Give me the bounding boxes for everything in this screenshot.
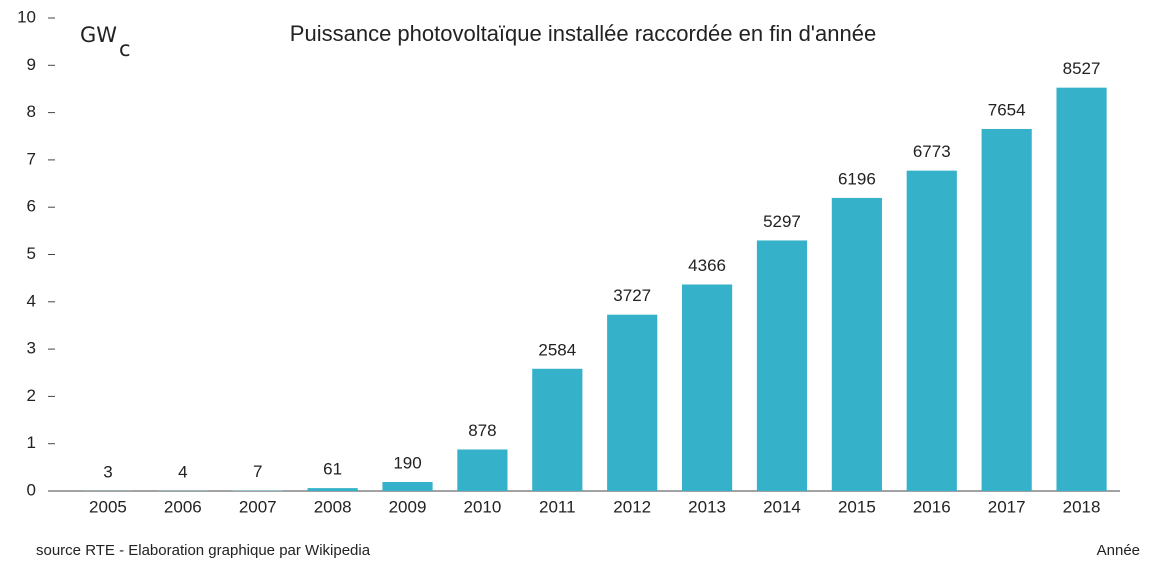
y-tick-label: 0 — [27, 480, 36, 499]
value-label: 2584 — [538, 340, 576, 359]
x-tick-label: 2012 — [613, 497, 651, 516]
y-tick-label: 5 — [27, 244, 36, 263]
value-label: 4366 — [688, 256, 726, 275]
source-note: source RTE - Elaboration graphique par W… — [36, 542, 371, 559]
bar — [981, 128, 1032, 491]
bar — [532, 368, 583, 491]
x-tick-label: 2011 — [539, 497, 576, 516]
x-axis-label: Année — [1097, 542, 1140, 559]
bar — [1056, 87, 1107, 491]
x-tick-label: 2010 — [463, 497, 501, 516]
value-label: 6196 — [838, 169, 876, 188]
y-tick-label: 8 — [27, 102, 36, 121]
y-tick-label: 1 — [27, 433, 36, 452]
x-tick-label: 2017 — [988, 497, 1026, 516]
x-tick-label: 2015 — [838, 497, 876, 516]
value-label: 8527 — [1063, 59, 1101, 78]
x-tick-label: 2007 — [239, 497, 277, 516]
value-label: 3 — [103, 462, 112, 481]
value-label: 61 — [323, 460, 342, 479]
x-tick-label: 2013 — [688, 497, 726, 516]
y-tick-label: 3 — [27, 339, 36, 358]
value-label: 3727 — [613, 286, 651, 305]
y-tick-label: 7 — [27, 149, 36, 168]
x-tick-label: 2014 — [763, 497, 801, 516]
y-tick-label: 9 — [27, 55, 36, 74]
x-tick-label: 2006 — [164, 497, 202, 516]
bar — [457, 449, 508, 491]
value-label: 5297 — [763, 212, 801, 231]
y-tick-label: 6 — [27, 197, 36, 216]
y-axis-label-subscript: c — [119, 37, 131, 61]
bar — [307, 488, 358, 491]
bar — [906, 170, 957, 492]
value-label: 878 — [468, 421, 496, 440]
value-label: 6773 — [913, 142, 951, 161]
bar — [682, 284, 733, 491]
chart-title: Puissance photovoltaïque installée racco… — [290, 21, 876, 46]
x-tick-label: 2018 — [1063, 497, 1101, 516]
x-tick-label: 2009 — [389, 497, 427, 516]
x-tick-label: 2008 — [314, 497, 352, 516]
y-tick-label: 4 — [27, 291, 36, 310]
value-label: 190 — [393, 453, 421, 472]
bar — [607, 314, 658, 491]
bar — [756, 240, 808, 491]
x-tick-label: 2016 — [913, 497, 951, 516]
x-tick-label: 2005 — [89, 497, 127, 516]
value-label: 7654 — [988, 100, 1026, 119]
y-tick-label: 2 — [27, 386, 36, 405]
bar — [831, 197, 882, 491]
y-tick-label: 10 — [17, 7, 36, 26]
value-label: 7 — [253, 462, 262, 481]
value-label: 4 — [178, 462, 187, 481]
bar — [382, 482, 433, 491]
y-axis-label: GW — [80, 23, 117, 47]
